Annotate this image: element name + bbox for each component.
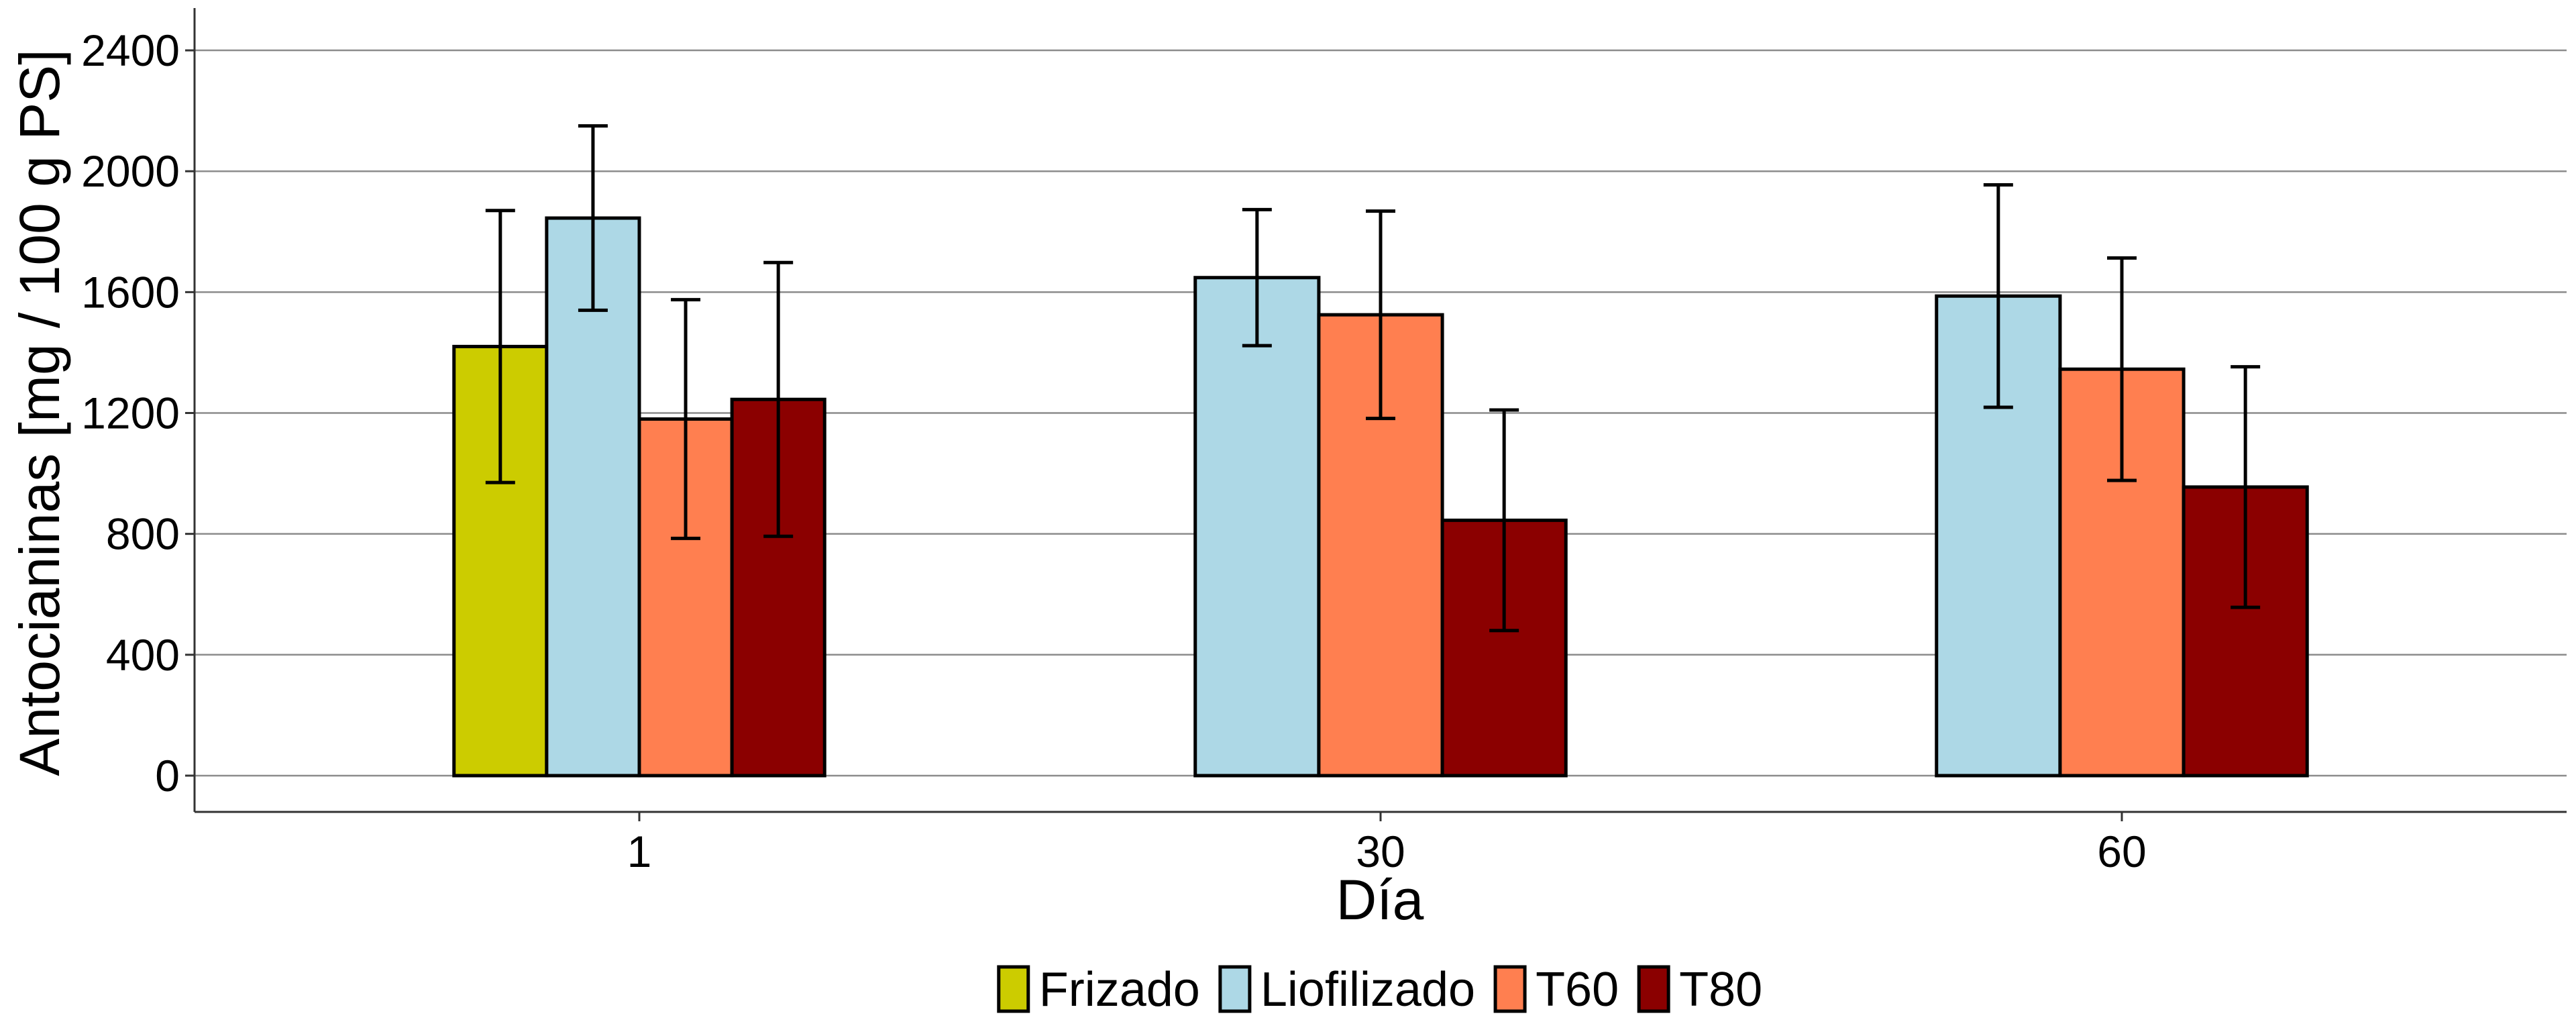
error-bar-liofilizado-day-30 — [1242, 207, 1272, 348]
error-bar-t60-day-30 — [1366, 209, 1395, 421]
y-tick-label: 800 — [106, 509, 180, 559]
bar-liofilizado-day-30 — [1193, 276, 1321, 778]
error-bar-t80-day-60 — [2231, 365, 2261, 609]
legend-swatch — [1218, 965, 1252, 1013]
error-bar-t60-day-1 — [671, 298, 701, 540]
error-bar-liofilizado-day-1 — [578, 124, 608, 312]
legend-item-t80: T80 — [1637, 963, 1762, 1017]
y-tick-label: 1200 — [81, 389, 180, 438]
legend-label: Frizado — [1039, 963, 1200, 1017]
legend-item-t60: T60 — [1493, 963, 1619, 1017]
legend-label: Liofilizado — [1260, 963, 1475, 1017]
legend-swatch — [997, 965, 1030, 1013]
y-tick-label: 1600 — [81, 267, 180, 317]
error-bars — [485, 124, 2261, 633]
y-tick-label: 2000 — [81, 146, 180, 196]
y-tick-label: 0 — [155, 751, 180, 800]
error-bar-t80-day-1 — [763, 260, 794, 538]
error-bar-frizado-day-1 — [485, 209, 515, 484]
legend-item-frizado: Frizado — [997, 963, 1200, 1017]
tick-labels: 0 400 800 1200 1600 2000 2400 1 30 60 — [81, 25, 2147, 876]
axes — [185, 8, 2567, 821]
x-tick-label-day-30: 30 — [1356, 827, 1405, 876]
y-tick-label: 400 — [106, 630, 180, 680]
x-axis-title: Día — [1336, 868, 1424, 931]
legend-label: T80 — [1679, 963, 1762, 1017]
legend-swatch — [1637, 965, 1670, 1013]
legend-item-liofilizado: Liofilizado — [1218, 963, 1475, 1017]
error-bar-liofilizado-day-60 — [1983, 183, 2013, 409]
y-axis-title: Antocianinas [mg / 100 g PS] — [8, 49, 71, 776]
error-bar-t60-day-60 — [2107, 256, 2137, 482]
legend-swatch — [1493, 965, 1527, 1013]
y-tick-label: 2400 — [81, 25, 180, 75]
legend: Frizado Liofilizado T60 T80 — [997, 963, 1762, 1017]
x-tick-label-day-60: 60 — [2097, 827, 2146, 876]
bar-t80-day-30 — [1440, 518, 1568, 778]
error-bar-t80-day-30 — [1489, 408, 1519, 633]
x-tick-label-day-1: 1 — [627, 827, 652, 876]
legend-label: T60 — [1536, 963, 1619, 1017]
